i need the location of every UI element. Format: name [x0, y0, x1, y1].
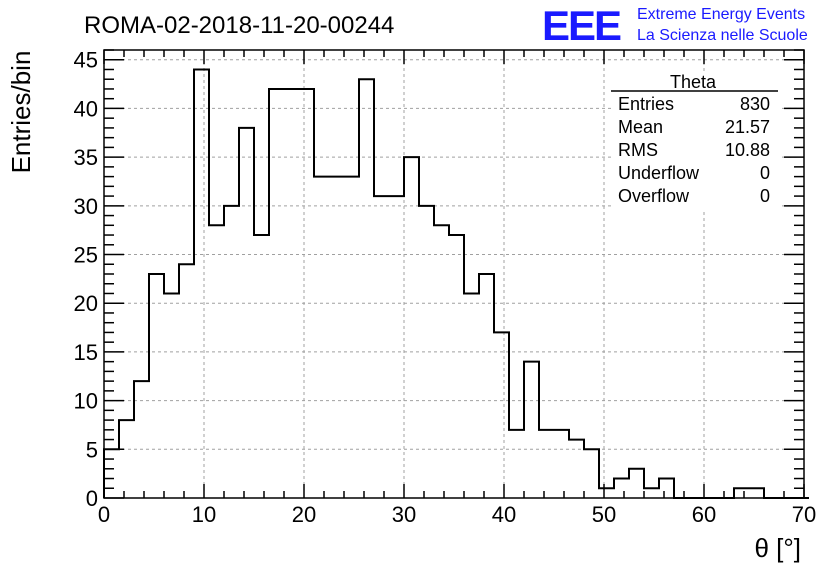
y-tick-label: 5	[86, 437, 98, 462]
x-tick-label: 10	[192, 502, 216, 527]
run-title: ROMA-02-2018-11-20-00244	[84, 12, 394, 39]
x-tick-label: 0	[98, 502, 110, 527]
stats-value-mean: 21.57	[725, 117, 770, 137]
histogram-bin	[269, 89, 284, 498]
y-tick-label: 20	[74, 291, 98, 316]
stats-box-bg	[611, 72, 779, 210]
eee-logo-line2: La Scienza nelle Scuole	[637, 27, 808, 44]
histogram-bin	[509, 430, 524, 498]
x-tick-label: 20	[292, 502, 316, 527]
histogram-bin	[254, 235, 269, 498]
tick-labels: 0 10 20 30 40 50 60 70 0 5 10 15 20 25 30 35 40 45	[74, 48, 817, 527]
histogram-bin	[629, 469, 644, 498]
y-tick-label: 15	[74, 340, 98, 365]
stats-label-overflow: Overflow	[618, 186, 690, 206]
histogram-bin	[224, 206, 239, 498]
x-tick-label: 50	[592, 502, 616, 527]
y-tick-label: 35	[74, 145, 98, 170]
histogram-bin	[749, 488, 764, 498]
histogram-bin	[164, 293, 179, 498]
histogram-bin	[344, 177, 359, 498]
histogram-bin	[374, 196, 389, 498]
histogram-bin	[479, 274, 494, 498]
axis-ticks	[103, 49, 805, 499]
histogram-bin	[404, 157, 419, 498]
histogram-bin	[464, 293, 479, 498]
histogram-bin	[209, 225, 224, 498]
x-tick-label: 60	[692, 502, 716, 527]
histogram-bin	[584, 449, 599, 498]
stats-value-underflow: 0	[760, 163, 770, 183]
eee-logo-line1: Extreme Energy Events	[637, 6, 805, 23]
stats-value-rms: 10.88	[725, 140, 770, 160]
histogram-bin	[284, 89, 299, 498]
histogram-bin	[599, 488, 614, 498]
histogram-bin	[119, 420, 134, 498]
histogram-bin	[104, 449, 119, 498]
histogram-bin	[329, 177, 344, 498]
histogram-bin	[449, 235, 464, 498]
stats-value-entries: 830	[740, 94, 770, 114]
y-tick-label: 0	[86, 486, 98, 511]
histogram-bin	[299, 89, 314, 498]
histogram-bin	[554, 430, 569, 498]
histogram-bin	[134, 381, 149, 498]
histogram-bin	[314, 177, 329, 498]
x-tick-label: 40	[492, 502, 516, 527]
histogram-bin	[239, 128, 254, 498]
y-tick-label: 30	[74, 194, 98, 219]
histogram-bin	[194, 69, 209, 498]
histogram-bin	[659, 479, 674, 498]
stats-label-rms: RMS	[618, 140, 658, 160]
y-tick-label: 45	[74, 48, 98, 73]
histogram-bin	[149, 274, 164, 498]
stats-label-mean: Mean	[618, 117, 663, 137]
histogram-outline	[103, 68, 809, 499]
histogram-bin	[539, 430, 554, 498]
eee-logo-letters: EEE	[542, 2, 621, 49]
histogram-bin	[434, 225, 449, 498]
x-tick-label: 70	[792, 502, 816, 527]
histogram-bin	[569, 440, 584, 498]
stats-title: Theta	[670, 72, 717, 92]
y-tick-label: 25	[74, 243, 98, 268]
histogram-bin	[614, 479, 629, 498]
stats-label-underflow: Underflow	[618, 163, 700, 183]
histogram-bin	[419, 206, 434, 498]
histogram-bin	[644, 488, 659, 498]
y-axis-label: Entries/bin	[6, 51, 36, 174]
y-tick-label: 10	[74, 389, 98, 414]
x-tick-label: 30	[392, 502, 416, 527]
stats-box: Theta Entries 830 Mean 21.57 RMS 10.88 U…	[611, 72, 779, 210]
y-tick-label: 40	[74, 96, 98, 121]
stats-label-entries: Entries	[618, 94, 674, 114]
histogram-bin	[734, 488, 749, 498]
histogram-bin	[359, 79, 374, 498]
histogram-bars	[103, 68, 809, 499]
stats-value-overflow: 0	[760, 186, 770, 206]
histogram-bin	[494, 332, 509, 498]
histogram-bin	[524, 362, 539, 498]
x-axis-label: θ [°]	[754, 533, 801, 563]
eee-logo: EEE Extreme Energy Events La Scienza nel…	[542, 2, 808, 49]
histogram-bin	[179, 264, 194, 498]
histogram-bin	[389, 196, 404, 498]
